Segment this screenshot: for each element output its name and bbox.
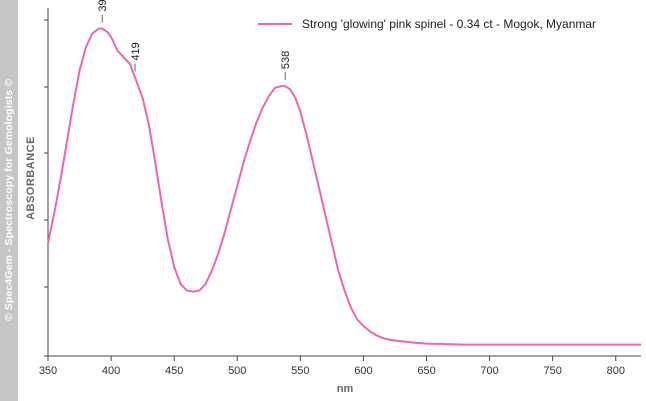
watermark-sidebar: © Spec4Gem - Spectroscopy for Gemologist… [0,0,18,401]
peak-annotations: 393 419 538 [97,0,292,81]
x-tick-label: 750 [544,365,562,377]
peak-label: 538 [280,51,292,69]
x-tick-label: 600 [354,365,372,377]
series-line [47,27,641,346]
series-group [47,27,641,346]
axes: 350 400 450 500 550 600 650 700 750 800 [39,8,641,377]
x-tick-label: 700 [480,365,498,377]
x-tick-label: 450 [165,365,183,377]
peak-label: 393 [97,0,109,12]
x-tick-label: 650 [417,365,435,377]
x-tick-label: 550 [291,365,309,377]
x-tick-label: 800 [607,365,625,377]
legend: Strong 'glowing' pink spinel - 0.34 ct -… [258,17,596,31]
y-axis-title: ABSORBANCE [25,136,37,220]
peak-label: 419 [130,42,142,60]
x-tick-label: 350 [39,365,57,377]
x-axis-title: nm [337,383,354,395]
x-tick-label: 400 [102,365,120,377]
x-tick-label: 500 [228,365,246,377]
legend-label: Strong 'glowing' pink spinel - 0.34 ct -… [302,17,596,31]
